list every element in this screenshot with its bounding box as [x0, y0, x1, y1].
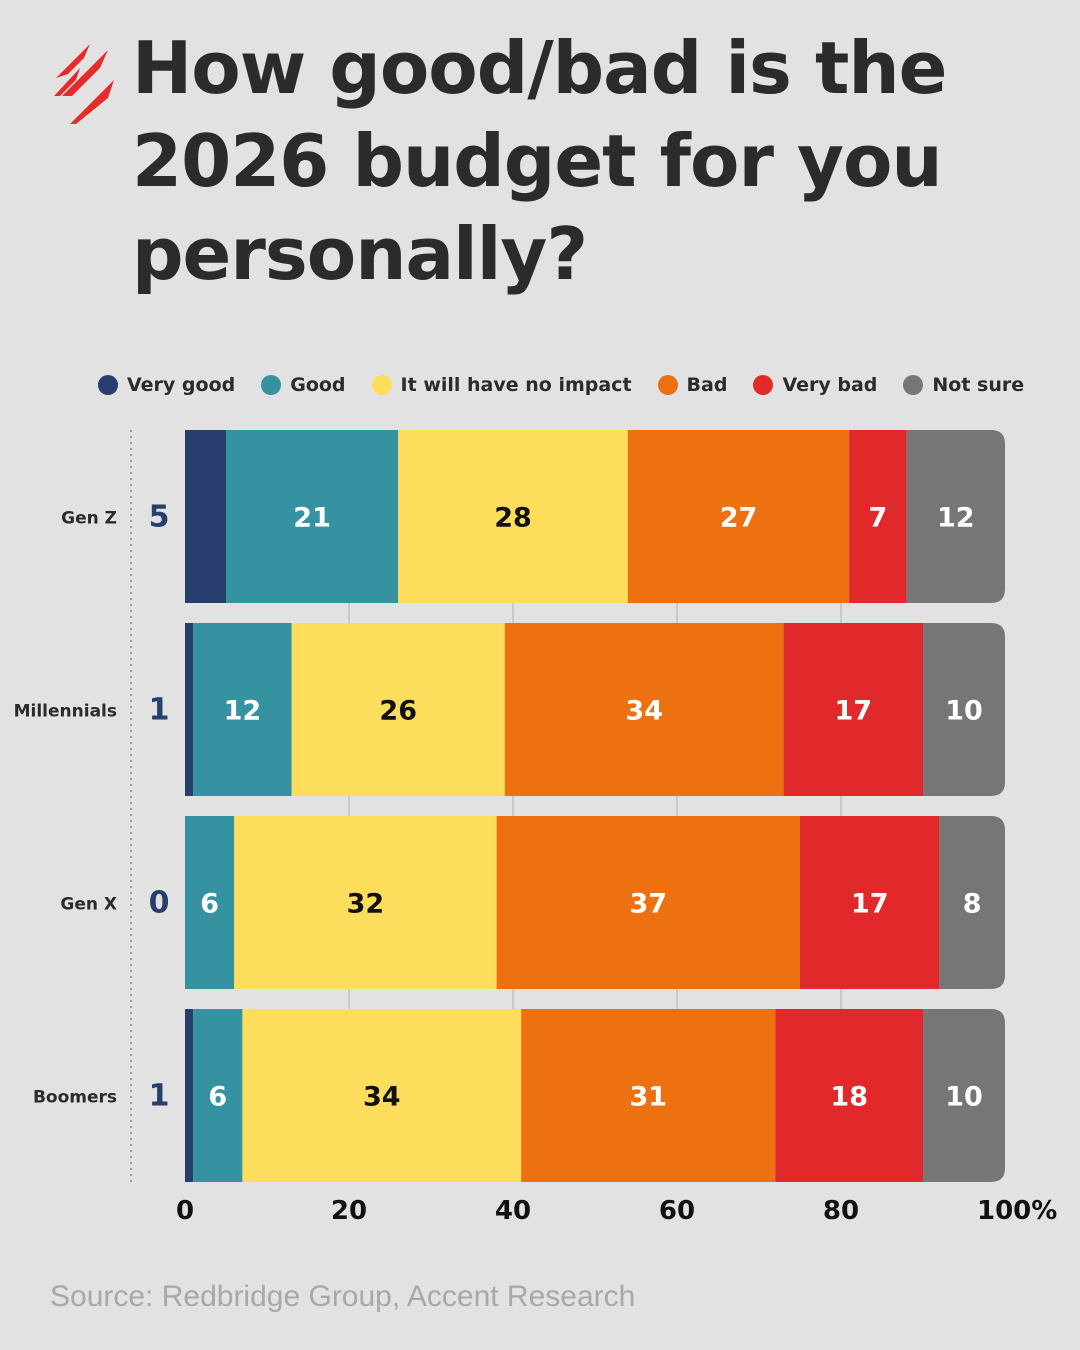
- data-label: 8: [963, 889, 982, 920]
- bar-segment: [923, 1009, 1005, 1182]
- data-label: 6: [200, 889, 219, 920]
- category-label: Gen Z: [61, 509, 117, 529]
- bar-segment: [193, 623, 292, 796]
- bar-segment: [398, 430, 628, 603]
- data-label: 17: [835, 696, 873, 727]
- bar-segment: [775, 1009, 923, 1182]
- bar-segment: [234, 816, 497, 989]
- data-label: 28: [494, 503, 532, 534]
- bar-segment: [923, 623, 1005, 796]
- bar-segment: [185, 430, 226, 603]
- bar-segment: [521, 1009, 776, 1182]
- bar-segment: [783, 623, 923, 796]
- data-label: 32: [347, 889, 385, 920]
- legend-label: Bad: [686, 374, 728, 396]
- legend-swatch: [753, 375, 774, 395]
- bar-row: [185, 1009, 1005, 1182]
- bar-segment: [849, 430, 907, 603]
- bar-row: [185, 623, 1005, 796]
- x-tick-label: 40: [495, 1196, 531, 1226]
- bar-segment: [496, 816, 800, 989]
- data-label: 21: [293, 503, 331, 534]
- bar-segment: [185, 816, 235, 989]
- legend-item: Bad: [657, 374, 728, 396]
- legend-label: Not sure: [932, 374, 1025, 396]
- data-label: 5: [149, 500, 170, 535]
- legend-item: It will have no impact: [371, 374, 632, 396]
- data-label: 18: [830, 1082, 868, 1113]
- bar-segment: [185, 623, 194, 796]
- bar-row: [185, 430, 1005, 603]
- data-label: 34: [625, 696, 663, 727]
- data-label: 6: [208, 1082, 227, 1113]
- bar-segment: [627, 430, 850, 603]
- data-label: 1: [149, 693, 170, 728]
- bar-segment: [800, 816, 940, 989]
- category-label: Boomers: [33, 1088, 117, 1108]
- data-label: 37: [630, 889, 668, 920]
- category-label: Millennials: [14, 702, 117, 722]
- legend-label: Very good: [127, 374, 236, 396]
- x-tick-label: 60: [659, 1196, 695, 1226]
- bar-segment: [939, 816, 1005, 989]
- legend-label: Good: [290, 374, 346, 396]
- data-label: 7: [869, 503, 888, 534]
- sbs-logo: [54, 44, 114, 124]
- title-line: personally?: [132, 212, 588, 296]
- x-tick-label: 80: [823, 1196, 859, 1226]
- data-label: 27: [720, 503, 758, 534]
- source-note: Source: Redbridge Group, Accent Research: [50, 1280, 636, 1313]
- legend-label: Very bad: [782, 374, 878, 396]
- legend-swatch: [371, 375, 392, 395]
- title-line: 2026 budget for you: [132, 119, 943, 203]
- bar-segment: [185, 1009, 194, 1182]
- bar-segment: [504, 623, 784, 796]
- data-label: 12: [224, 696, 262, 727]
- legend-label: It will have no impact: [400, 374, 632, 396]
- legend-swatch: [903, 375, 924, 395]
- data-label: 31: [630, 1082, 668, 1113]
- legend-item: Good: [261, 374, 346, 396]
- legend-swatch: [98, 375, 118, 395]
- data-label: 17: [851, 889, 889, 920]
- x-tick-label: 20: [331, 1196, 367, 1226]
- bar-segment: [242, 1009, 522, 1182]
- legend-swatch: [657, 375, 678, 395]
- category-label: Gen X: [60, 895, 117, 915]
- bar-segment: [226, 430, 399, 603]
- bar-segment: [193, 1009, 243, 1182]
- x-tick-label: 100%: [977, 1196, 1057, 1226]
- legend: Very good Good It will have no impact Bad Ve…: [98, 370, 1058, 400]
- data-label: 10: [945, 1082, 983, 1113]
- legend-item: Very bad: [753, 374, 877, 396]
- x-tick-label: 0: [176, 1196, 194, 1226]
- bar-segment: [291, 623, 505, 796]
- data-label: 0: [149, 886, 170, 921]
- legend-item: Not sure: [903, 374, 1024, 396]
- legend-item: Very good: [98, 374, 235, 396]
- data-label: 1: [149, 1079, 170, 1114]
- chart-title: How good/bad is the 2026 budget for you …: [132, 22, 1032, 301]
- bar-segment: [906, 430, 1005, 603]
- data-label: 34: [363, 1082, 401, 1113]
- data-label: 26: [379, 696, 417, 727]
- data-label: 10: [945, 696, 983, 727]
- data-label: 12: [937, 503, 975, 534]
- legend-swatch: [261, 375, 282, 395]
- bar-row: [185, 816, 1005, 989]
- title-line: How good/bad is the: [132, 26, 947, 110]
